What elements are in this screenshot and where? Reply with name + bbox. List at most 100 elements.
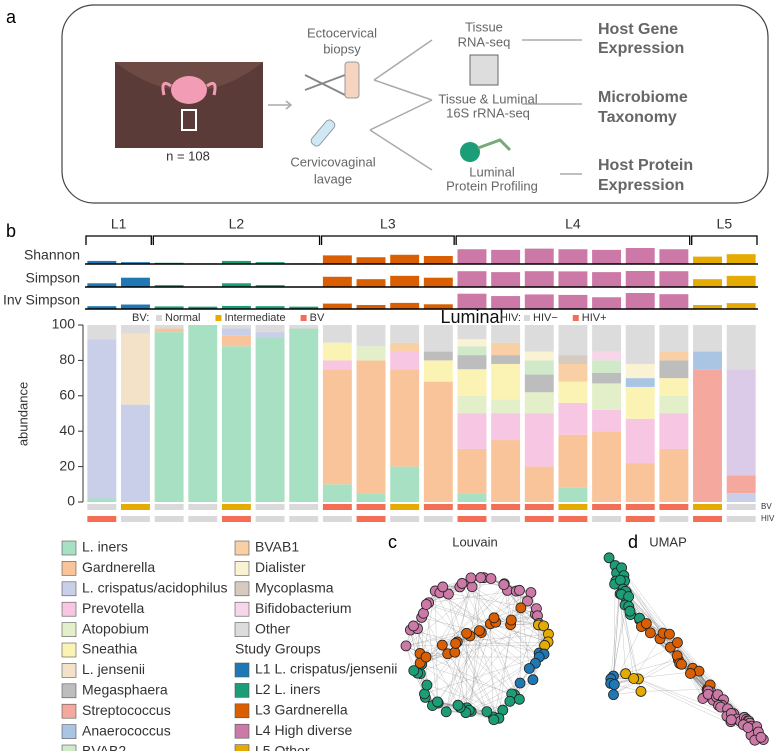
diversity-bar <box>457 271 487 287</box>
bar-segment <box>221 328 251 336</box>
output-label: Microbiome <box>598 89 688 106</box>
bar-segment <box>491 413 521 441</box>
legend-swatch <box>572 315 579 321</box>
bar-segment <box>659 448 689 502</box>
legend-label: Mycoplasma <box>255 580 334 596</box>
network-edge <box>442 590 508 646</box>
network-node <box>456 578 468 589</box>
step-label: biopsy <box>323 41 361 56</box>
bar-segment <box>356 346 386 361</box>
status-cell <box>356 504 386 510</box>
bar-segment <box>87 325 117 340</box>
diversity-bar <box>121 262 150 264</box>
sequencer-icon <box>469 54 499 86</box>
bar-segment <box>491 399 521 414</box>
legend-label: BVAB1 <box>255 539 299 555</box>
bar-segment <box>255 325 285 333</box>
bar-segment <box>625 325 655 364</box>
network-edge <box>442 586 473 646</box>
bar-segment <box>322 369 352 485</box>
diversity-bar <box>221 283 251 287</box>
status-cell <box>491 504 521 510</box>
bar-segment <box>592 360 622 373</box>
protein-icon <box>460 142 480 162</box>
bar-segment <box>457 346 487 356</box>
bar-segment <box>423 360 453 382</box>
bar-segment <box>423 325 453 352</box>
bar-segment <box>221 346 251 502</box>
uterus <box>171 76 207 104</box>
bar-segment <box>558 355 588 364</box>
legend-swatch <box>61 622 77 637</box>
bar-segment <box>457 413 487 449</box>
network-edge <box>471 586 520 700</box>
diversity-bar <box>592 297 622 309</box>
network-edge <box>633 638 661 679</box>
diversity-bar <box>121 277 150 287</box>
diversity-bar <box>726 275 756 287</box>
legend-label: Atopobium <box>82 620 149 636</box>
bar-segment <box>322 360 352 370</box>
legend-swatch <box>234 581 250 597</box>
bar-segment <box>356 325 386 347</box>
legend-swatch <box>61 683 77 699</box>
diversity-bar <box>524 294 554 309</box>
legend-title: BV: <box>132 312 149 324</box>
status-cell <box>659 504 689 510</box>
network-node <box>620 668 632 680</box>
arrows <box>268 39 582 175</box>
bar-segment <box>491 355 521 364</box>
cluster-bracket <box>455 235 691 245</box>
network-edge <box>428 602 512 695</box>
scissors <box>304 74 346 96</box>
network-node <box>513 693 525 705</box>
legend-label: Bifidobacterium <box>255 600 352 616</box>
step-label: Protein Profiling <box>446 178 538 193</box>
bar-segment <box>558 325 588 356</box>
bar-segment <box>457 395 487 414</box>
diversity-bar <box>154 306 184 309</box>
network-edge <box>424 590 517 694</box>
network-node <box>640 618 652 629</box>
status-cell <box>558 516 588 522</box>
bar-segment <box>625 418 655 464</box>
legend-swatch <box>61 642 77 658</box>
network-edge <box>457 653 545 706</box>
bar-segment <box>693 351 722 370</box>
status-cell <box>390 504 420 510</box>
output-label: Expression <box>598 177 684 194</box>
legend-title: HIV: <box>500 312 521 324</box>
cluster-label: L5 <box>717 216 733 232</box>
network-node <box>465 572 477 584</box>
bar-segment <box>423 381 453 502</box>
status-cell <box>255 516 285 522</box>
bar-segment <box>457 448 487 494</box>
network-node <box>437 581 449 593</box>
bar-segment <box>659 378 689 396</box>
status-row-label: BV <box>761 502 772 511</box>
bar-segment <box>592 372 622 384</box>
bar-segment <box>659 360 689 379</box>
network-edge <box>457 634 549 706</box>
network-node <box>644 627 656 639</box>
network-node <box>514 677 526 689</box>
cluster-label: L2 <box>229 216 245 232</box>
status-cell <box>726 504 756 510</box>
output-label: Taxonomy <box>598 109 677 126</box>
network-edge <box>471 586 539 626</box>
network-edge <box>455 586 473 644</box>
network-node <box>419 688 430 700</box>
bar-segment <box>255 332 285 338</box>
diversity-bar <box>457 249 487 264</box>
bar-segment <box>524 374 554 393</box>
diversity-bar <box>154 285 184 287</box>
network-edge <box>509 615 538 702</box>
legend-swatch <box>234 601 250 617</box>
diversity-label: Shannon <box>24 247 80 263</box>
status-cell <box>659 516 689 522</box>
bar-segment <box>592 409 622 432</box>
bar-segment <box>592 351 622 361</box>
diversity-bar <box>558 271 588 287</box>
diversity-bar <box>659 271 689 287</box>
status-row-label: HIV <box>761 514 775 523</box>
